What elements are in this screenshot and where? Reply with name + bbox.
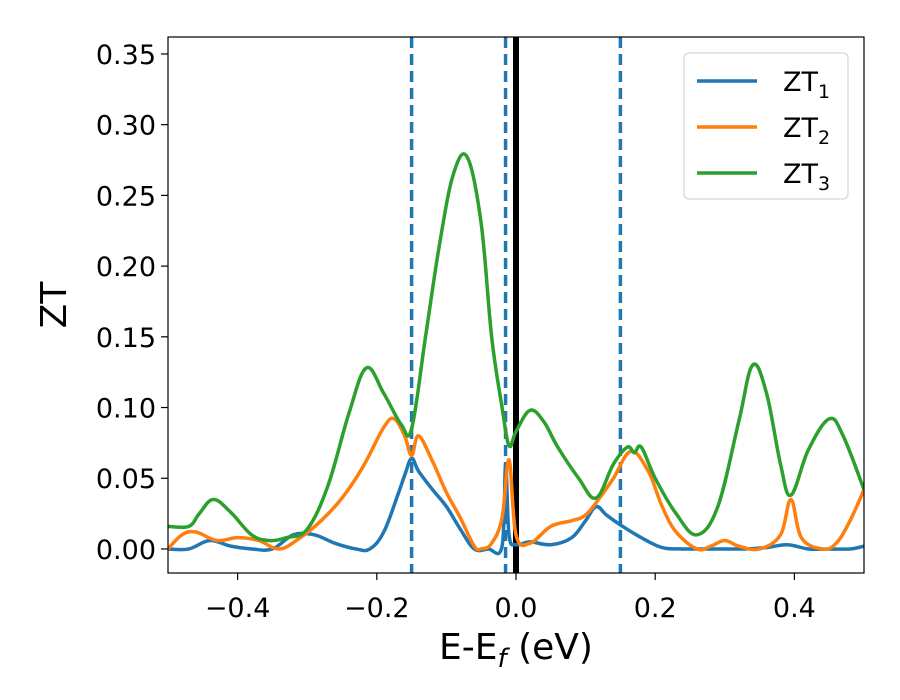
y-tick-label: 0.20 — [96, 252, 156, 283]
y-axis: 0.00 0.05 0.10 0.15 0.20 0.25 0.30 0.35 — [96, 40, 168, 566]
legend: ZT1 ZT2 ZT3 — [683, 52, 849, 200]
x-axis: −0.4 −0.2 0.0 0.2 0.4 — [205, 573, 816, 624]
x-tick-label: 0.4 — [773, 593, 816, 624]
x-tick-label: −0.4 — [205, 593, 271, 624]
y-tick-label: 0.05 — [96, 464, 156, 495]
y-tick-label: 0.35 — [96, 40, 156, 71]
y-tick-label: 0.00 — [96, 535, 156, 566]
legend-box — [683, 52, 849, 200]
x-axis-label-unit: (eV) — [507, 627, 593, 668]
y-tick-label: 0.25 — [96, 181, 156, 212]
x-axis-label: E-Ef (eV) — [439, 627, 593, 674]
y-tick-label: 0.10 — [96, 394, 156, 425]
y-tick-label: 0.15 — [96, 323, 156, 354]
x-tick-label: 0.0 — [495, 593, 538, 624]
x-tick-label: 0.2 — [634, 593, 677, 624]
x-tick-label: −0.2 — [344, 593, 410, 624]
legend-label-zt1: ZT1 — [783, 67, 830, 103]
legend-label-zt2: ZT2 — [783, 113, 830, 149]
series-line-zt3 — [168, 152, 864, 543]
series-line-zt2 — [168, 416, 864, 552]
y-tick-label: 0.30 — [96, 111, 156, 142]
series-group — [168, 152, 864, 556]
legend-label-zt3: ZT3 — [783, 159, 830, 195]
y-axis-label: ZT — [34, 281, 75, 329]
